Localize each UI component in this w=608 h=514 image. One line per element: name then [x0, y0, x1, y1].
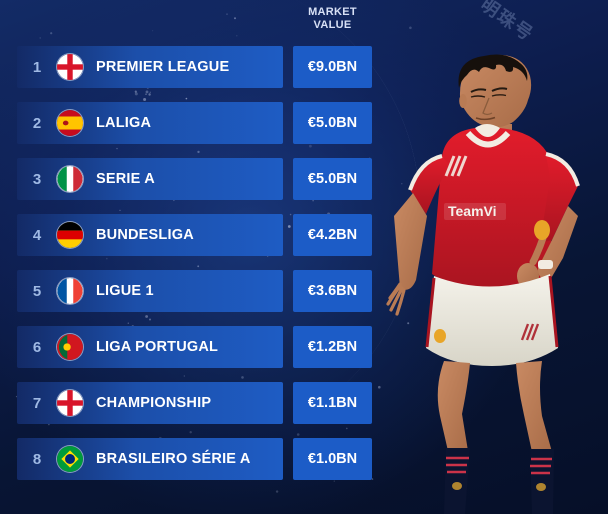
- svg-text:TeamVi: TeamVi: [448, 203, 497, 219]
